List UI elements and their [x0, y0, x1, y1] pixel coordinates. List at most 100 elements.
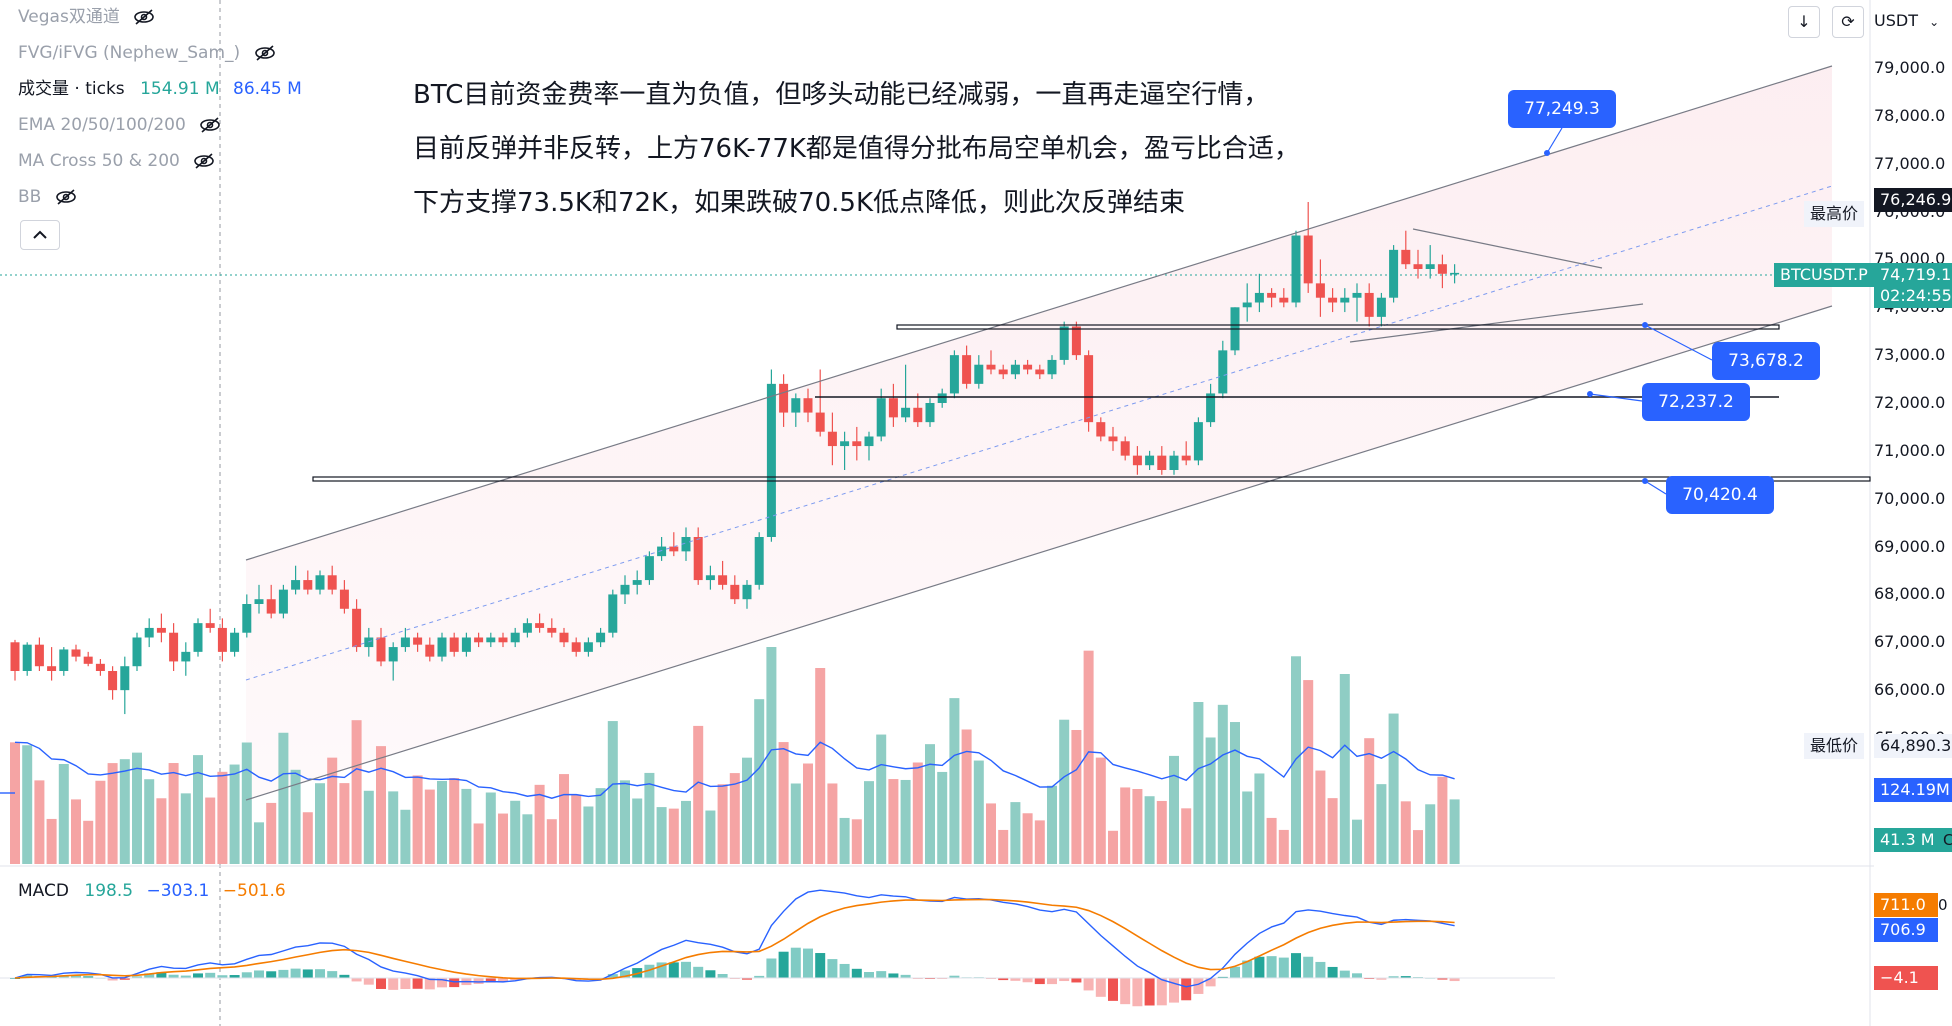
- annotation-line-3: 下方支撑73.5K和72K，如果跌破70.5K低点降低，则此次反弹结束: [413, 188, 1186, 218]
- price-axis-label: 70,000.0: [1874, 488, 1946, 508]
- volume-bar: [754, 699, 765, 864]
- macd-histogram-bar: [876, 971, 887, 978]
- macd-histogram-bar: [278, 969, 289, 978]
- volume-bar: [1266, 817, 1277, 864]
- volume-bar: [1388, 713, 1399, 864]
- macd-histogram-bar: [888, 973, 899, 978]
- eye-crossed-icon[interactable]: [133, 9, 155, 25]
- callout-77249[interactable]: 77,249.3: [1508, 90, 1616, 128]
- eye-crossed-icon[interactable]: [254, 45, 276, 61]
- macd-histogram-bar: [900, 974, 911, 978]
- macd-histogram-bar: [1449, 978, 1460, 982]
- macd-histogram-bar: [1010, 978, 1021, 981]
- candle-body: [1425, 264, 1435, 269]
- indicator-fvg[interactable]: FVG/iFVG (Nephew_Sam_): [18, 39, 276, 67]
- currency-select[interactable]: USDT ⌄: [1874, 6, 1948, 36]
- volume-bar: [1400, 801, 1411, 864]
- volume-bar: [119, 759, 130, 864]
- candle-body: [998, 369, 1008, 375]
- macd-histogram-bar: [266, 971, 277, 978]
- eye-crossed-icon[interactable]: [193, 153, 215, 169]
- price-axis-label: 71,000.0: [1874, 440, 1946, 460]
- reset-chart-button[interactable]: ⟳: [1832, 6, 1864, 38]
- volume-bar: [1352, 819, 1362, 864]
- volume-bar: [437, 780, 447, 864]
- macd-histogram-bar: [71, 975, 81, 978]
- candle-body: [547, 627, 557, 633]
- volume-bar: [632, 798, 643, 864]
- indicator-volume[interactable]: 成交量 · ticks 154.91 M 86.45 M: [18, 75, 302, 103]
- eye-crossed-icon[interactable]: [55, 189, 77, 205]
- candle-body: [1389, 249, 1399, 298]
- volume-bar: [620, 780, 630, 864]
- candle-body: [108, 671, 118, 691]
- macd-histogram-bar: [1376, 978, 1387, 980]
- volume-bar: [71, 799, 81, 864]
- candle-body: [413, 637, 423, 645]
- volume-bar: [485, 792, 496, 864]
- volume-bar: [58, 763, 69, 864]
- macd-histogram-bar: [607, 974, 618, 978]
- callout-70420[interactable]: 70,420.4: [1666, 476, 1774, 514]
- volume-bar: [790, 783, 801, 864]
- candle-body: [388, 647, 398, 662]
- indicator-ema[interactable]: EMA 20/50/100/200: [18, 111, 221, 139]
- candle-body: [705, 575, 715, 581]
- volume-bar: [473, 823, 484, 864]
- volume-bar: [412, 775, 423, 864]
- volume-bar: [815, 668, 826, 864]
- macd-histogram-bar: [754, 975, 765, 978]
- candle-body: [852, 441, 862, 447]
- macd-histogram-bar: [778, 951, 789, 978]
- collapse-legend-button[interactable]: [20, 220, 60, 250]
- candle-body: [376, 637, 386, 662]
- macd-histogram-bar: [839, 963, 850, 978]
- macd-histogram-bar: [1339, 970, 1350, 978]
- candle-body: [169, 632, 179, 662]
- callout-connector: [1546, 127, 1563, 154]
- volume-bar: [193, 755, 203, 864]
- candle-body: [278, 589, 288, 614]
- chevron-up-icon: [33, 230, 47, 239]
- candle-body: [1108, 436, 1118, 442]
- volume-bar: [266, 802, 277, 864]
- candle-body: [510, 632, 520, 643]
- callout-connector: [1589, 393, 1643, 402]
- candle-body: [925, 403, 935, 423]
- candle-body: [754, 537, 764, 585]
- macd-legend[interactable]: MACD 198.5 −303.1 −501.6: [18, 877, 286, 905]
- macd-histogram-bar: [1315, 961, 1326, 978]
- volume-bar: [925, 744, 935, 864]
- volume-bar: [1144, 796, 1155, 864]
- price-axis-label: 66,000.0: [1874, 680, 1946, 700]
- volume-bar: [241, 742, 252, 864]
- volume-bar: [1010, 802, 1021, 864]
- candle-body: [803, 398, 813, 413]
- volume-bar: [278, 732, 289, 864]
- candle-body: [315, 575, 325, 590]
- callout-72237[interactable]: 72,237.2: [1642, 383, 1750, 421]
- channel-fill: [246, 66, 1832, 800]
- candle-body: [339, 589, 349, 609]
- volume-bar: [644, 772, 655, 864]
- callout-73678[interactable]: 73,678.2: [1712, 342, 1820, 380]
- indicator-ma-cross[interactable]: MA Cross 50 & 200: [18, 147, 215, 175]
- candle-body: [962, 355, 972, 384]
- eye-crossed-icon[interactable]: [199, 117, 221, 133]
- indicator-vegas[interactable]: Vegas双通道: [18, 3, 155, 31]
- volume-bar: [900, 779, 911, 864]
- candle-body: [535, 623, 545, 628]
- volume-bar: [668, 808, 679, 864]
- candle-body: [34, 644, 44, 667]
- scroll-to-latest-button[interactable]: ↓: [1788, 6, 1820, 38]
- candle-body: [827, 431, 837, 447]
- macd-histogram-bar: [83, 976, 94, 978]
- macd-histogram-bar: [485, 978, 496, 983]
- volume-value-1: 154.91 M: [140, 79, 220, 99]
- candle-body: [620, 584, 630, 595]
- macd-histogram-bar: [132, 976, 142, 978]
- indicator-bb[interactable]: BB: [18, 183, 77, 211]
- macd-histogram-bar: [1083, 978, 1094, 991]
- volume-bar: [559, 774, 569, 864]
